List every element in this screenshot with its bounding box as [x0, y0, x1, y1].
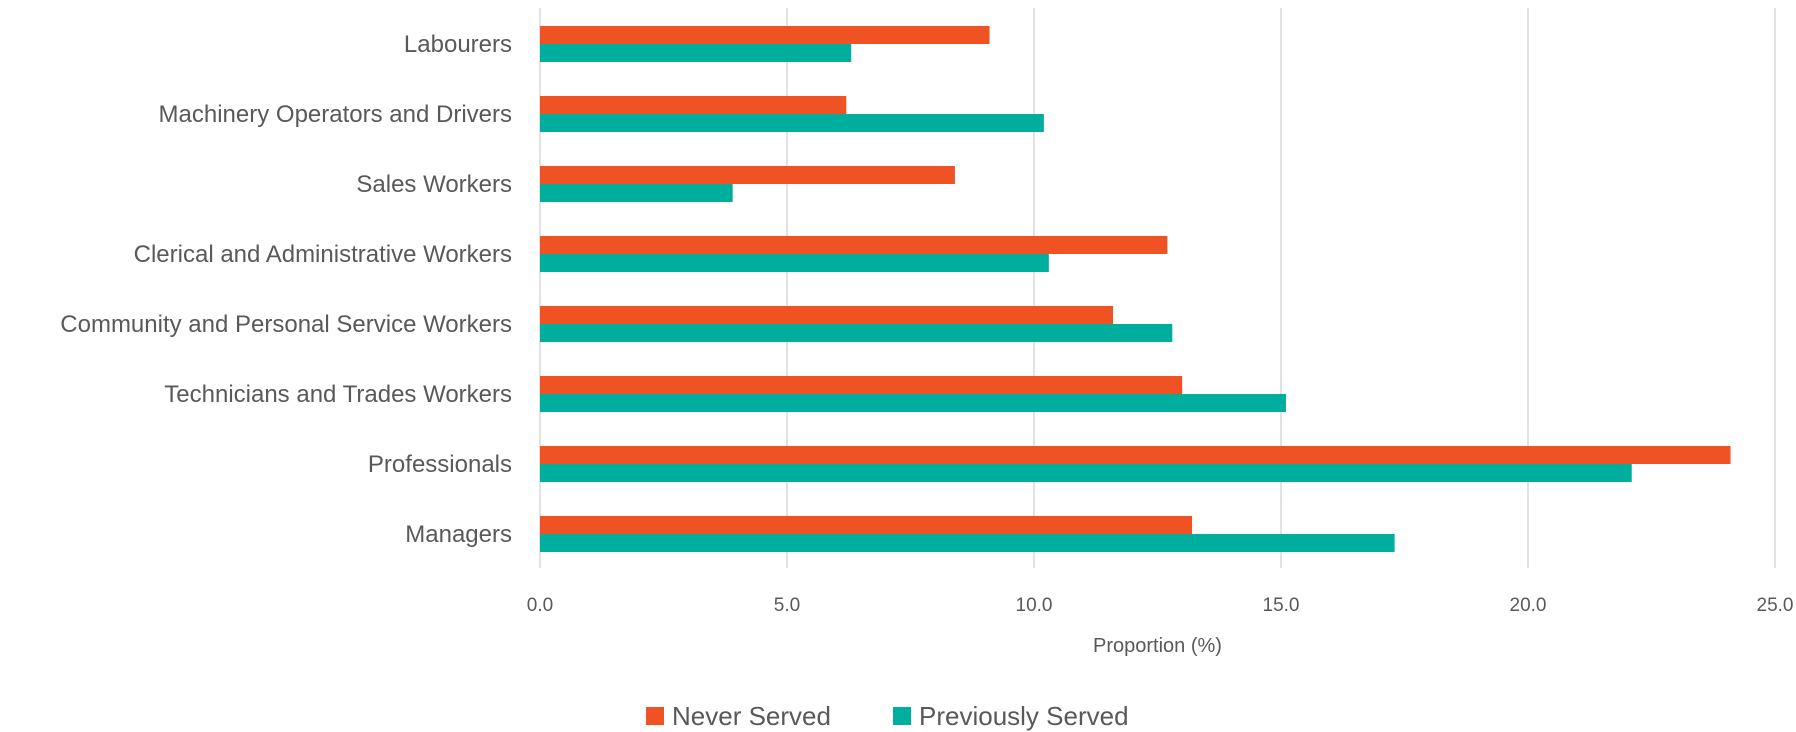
- category-label: Clerical and Administrative Workers: [134, 241, 512, 268]
- bar-previously-served: [540, 114, 1044, 132]
- bar-never-served: [540, 166, 955, 184]
- bar-never-served: [540, 236, 1168, 254]
- bar-previously-served: [540, 464, 1632, 482]
- bar-previously-served: [540, 254, 1049, 272]
- category-label: Managers: [405, 521, 512, 548]
- category-label: Labourers: [404, 31, 512, 58]
- bar-previously-served: [540, 534, 1395, 552]
- x-axis-title: Proportion (%): [1093, 635, 1222, 657]
- x-tick-label: 20.0: [1510, 595, 1547, 616]
- bar-never-served: [540, 516, 1193, 534]
- legend-label: Previously Served: [919, 701, 1129, 731]
- bar-previously-served: [540, 44, 852, 62]
- gridlines: [539, 8, 1776, 568]
- bar-previously-served: [540, 324, 1173, 342]
- legend-label: Never Served: [672, 701, 831, 731]
- x-tick-label: 0.0: [527, 595, 553, 616]
- category-label: Technicians and Trades Workers: [164, 381, 512, 408]
- category-label: Professionals: [368, 451, 512, 478]
- legend-swatch: [893, 707, 911, 725]
- x-tick-labels: 0.0 5.0 10.0 15.0 20.0 25.0: [527, 595, 1794, 616]
- x-tick-label: 10.0: [1016, 595, 1053, 616]
- x-tick-label: 25.0: [1757, 595, 1794, 616]
- bar-previously-served: [540, 184, 733, 202]
- category-label: Community and Personal Service Workers: [60, 311, 512, 338]
- legend: Never Served Previously Served: [646, 701, 1129, 731]
- category-labels: Labourers Machinery Operators and Drivers…: [60, 31, 512, 548]
- bars: [540, 26, 1731, 552]
- bar-never-served: [540, 306, 1114, 324]
- bar-previously-served: [540, 394, 1286, 412]
- x-tick-label: 15.0: [1263, 595, 1300, 616]
- bar-never-served: [540, 376, 1183, 394]
- x-tick-label: 5.0: [774, 595, 800, 616]
- bar-never-served: [540, 446, 1731, 464]
- legend-swatch: [646, 707, 664, 725]
- bar-never-served: [540, 96, 847, 114]
- category-label: Sales Workers: [356, 171, 512, 198]
- category-label: Machinery Operators and Drivers: [159, 101, 512, 128]
- bar-never-served: [540, 26, 990, 44]
